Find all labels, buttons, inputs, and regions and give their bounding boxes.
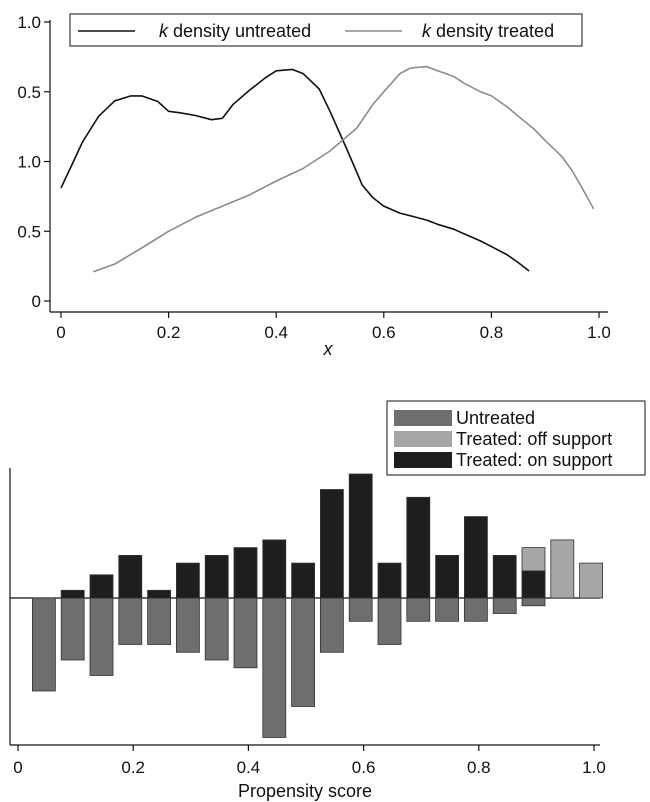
bar-untreated [377,597,402,645]
bar-untreated [348,597,373,622]
x-tick-label: 0.4 [237,758,261,777]
bar-treated-on-support [291,562,316,599]
y-tick-label: 1.0 [17,153,41,172]
x-axis-title: Propensity score [238,781,372,801]
x-tick-label: 0 [13,758,22,777]
x-tick-label: 0.6 [372,323,396,342]
bar-treated-on-support [348,473,373,599]
bar-untreated [175,597,200,653]
y-tick-label: 1.0 [17,13,41,32]
legend-prefix: k [422,21,432,41]
x-tick-label: 0.2 [157,323,181,342]
legend-entry: k density treated [422,21,554,41]
x-tick-label: 0.2 [121,758,145,777]
legend-label: Treated: off support [456,429,612,449]
y-tick-label: 0.5 [17,222,41,241]
bar-treated-on-support [118,555,143,599]
bar-untreated [147,597,172,645]
propensity-histogram: 0 0.2 0.4 0.6 0.8 1.0 Propensity score Untreate… [9,400,646,801]
y-tick-label: 0 [32,292,41,311]
legend-label: Treated: on support [456,450,612,470]
bar-untreated [291,597,316,707]
bar-treated-on-support [406,496,431,599]
bar-treated-on-support [521,570,546,599]
bar-untreated [319,597,344,653]
bar-treated-on-support [60,589,85,599]
bar-treated-on-support [319,489,344,599]
legend-swatch-untreated [394,410,452,426]
bar-treated-on-support [204,555,229,599]
legend-swatch-treated-on-support [394,452,452,468]
bar-treated-off-support [579,562,603,599]
legend-entry: k density untreated [159,21,311,41]
legend-box [69,13,583,47]
bar-treated-on-support [435,555,460,599]
x-tick-label: 0.6 [352,758,376,777]
x-tick-label: 0.8 [480,323,504,342]
bar-treated-on-support [262,539,287,599]
bar-untreated [204,597,229,661]
legend-label: density untreated [168,21,311,41]
bar-untreated [492,597,517,614]
x-tick-label: 0 [56,323,65,342]
x-tick-label: 0.8 [467,758,491,777]
x-axis-title: x [323,339,334,359]
bar-untreated [32,597,56,692]
bar-treated-on-support [377,562,402,599]
density-chart: 0 0.5 1.0 0.5 1.0 0 0.2 0.4 0.6 0.8 1.0 x k density … [17,13,610,359]
bar-treated-off-support [550,539,575,599]
density-line-treated [93,65,595,273]
x-tick-label: 1.0 [582,758,606,777]
bar-untreated [406,597,431,622]
bar-untreated [118,597,143,645]
density-legend: k density untreated k density treated [69,13,583,47]
legend-label: Untreated [456,408,535,428]
bar-treated-on-support [147,589,172,599]
bar-treated-on-support [463,516,488,599]
bar-untreated [233,597,258,669]
legend-swatch-treated-off-support [394,431,452,447]
bar-untreated [89,597,114,676]
bar-treated-on-support [175,562,200,599]
y-tick-label: 0.5 [17,83,41,102]
bar-untreated [521,597,546,607]
legend-prefix: k [159,21,169,41]
bar-untreated [463,597,488,622]
bar-untreated [262,597,287,738]
x-tick-label: 0.4 [264,323,288,342]
bar-treated-on-support [89,574,114,599]
legend-label: density treated [431,21,554,41]
density-line-untreated [60,68,530,272]
x-tick-label: 1.0 [587,323,611,342]
bar-untreated [60,597,85,661]
bar-treated-on-support [492,555,517,599]
bar-untreated [435,597,460,622]
bar-treated-on-support [233,547,258,599]
